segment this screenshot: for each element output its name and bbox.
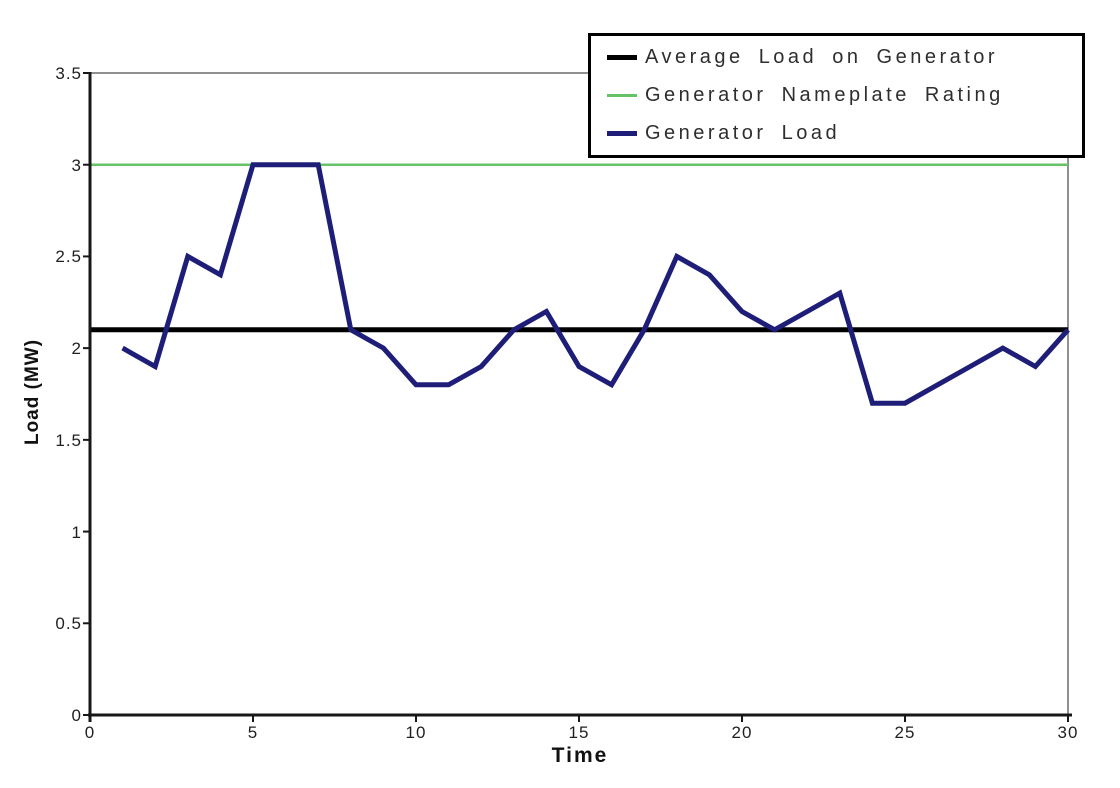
legend-label-average-load: Average Load on Generator [645, 45, 999, 68]
x-tick-label: 30 [1057, 723, 1079, 742]
legend-item-average-load: Average Load on Generator [607, 46, 1078, 69]
legend-item-generator-load: Generator Load [607, 122, 1078, 145]
x-tick-label: 10 [405, 723, 427, 742]
average-load-line-swatch [607, 54, 637, 60]
x-tick-label: 25 [894, 723, 916, 742]
nameplate-rating-line-swatch [607, 93, 637, 97]
legend-box: Average Load on Generator Generator Name… [588, 33, 1085, 158]
y-tick-label: 0.5 [55, 614, 82, 634]
x-tick-label: 5 [247, 723, 259, 742]
y-tick-label: 3.5 [55, 64, 82, 83]
generator-load-line [121, 162, 1070, 406]
generator-load-line-swatch [607, 131, 637, 137]
x-tick-label: 0 [84, 723, 96, 742]
legend-item-nameplate-rating: Generator Nameplate Rating [607, 84, 1078, 107]
x-axis-title: Time [551, 744, 609, 767]
y-tick-label: 1 [71, 522, 82, 542]
y-tick-label: 1.5 [55, 430, 82, 450]
y-tick-label: 0 [71, 706, 82, 725]
x-tick-label: 15 [568, 723, 590, 742]
legend-label-generator-load: Generator Load [645, 122, 841, 145]
x-tick-label: 20 [731, 723, 753, 742]
y-tick-label: 2 [71, 339, 82, 359]
legend-label-nameplate-rating: Generator Nameplate Rating [645, 83, 1004, 106]
y-tick-label: 2.5 [55, 247, 82, 267]
y-tick-label: 3 [71, 155, 82, 175]
